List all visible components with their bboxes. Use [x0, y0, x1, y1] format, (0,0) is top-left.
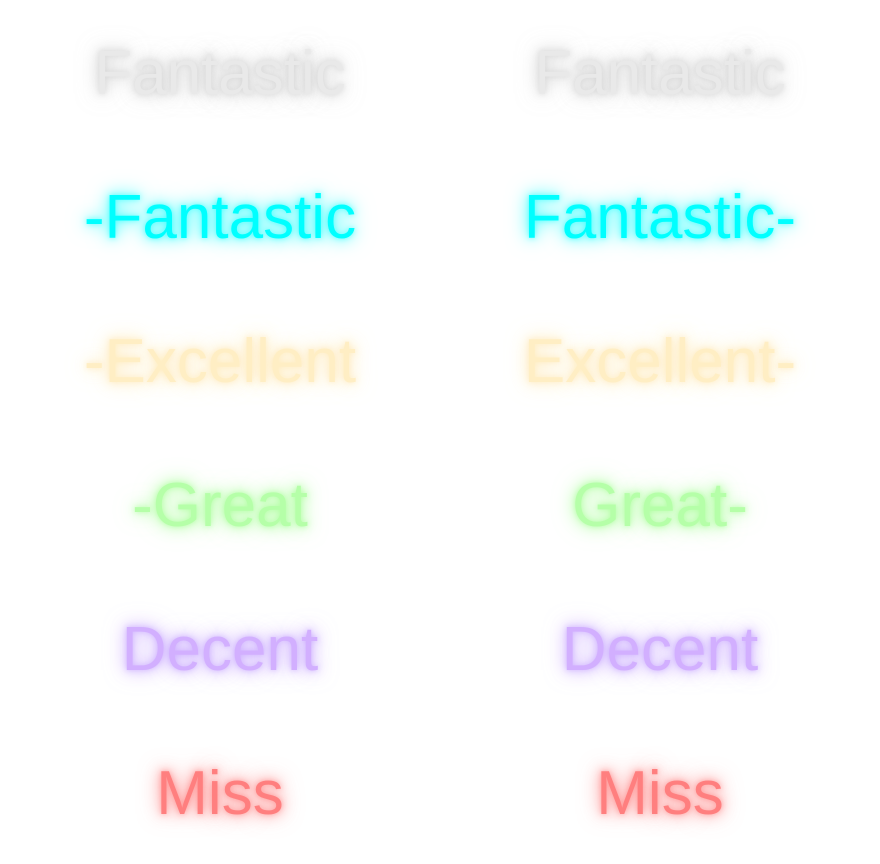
judgment-miss-late: Miss [596, 759, 724, 828]
judgment-fantastic-blue-late: Fantastic- [523, 183, 797, 252]
judgment-fantastic-white: Fantastic [94, 39, 346, 108]
judgment-fantastic-blue-early: -Fantastic [83, 183, 357, 252]
judgment-excellent-early: -Excellent [83, 327, 357, 396]
judgment-miss-early: Miss [156, 759, 284, 828]
judgment-column-early: Fantastic -Fantastic -Excellent -Great D… [83, 39, 357, 828]
judgment-great-late: Great- [572, 471, 748, 540]
judgment-decent-early: Decent [121, 615, 319, 684]
judgment-fantastic-white-late: Fantastic [534, 39, 786, 108]
judgment-decent-late: Decent [561, 615, 759, 684]
judgment-column-late: Fantastic Fantastic- Excellent- Great- D… [440, 0, 880, 864]
judgment-great-early: -Great [132, 471, 308, 540]
judgment-excellent-late: Excellent- [523, 327, 797, 396]
